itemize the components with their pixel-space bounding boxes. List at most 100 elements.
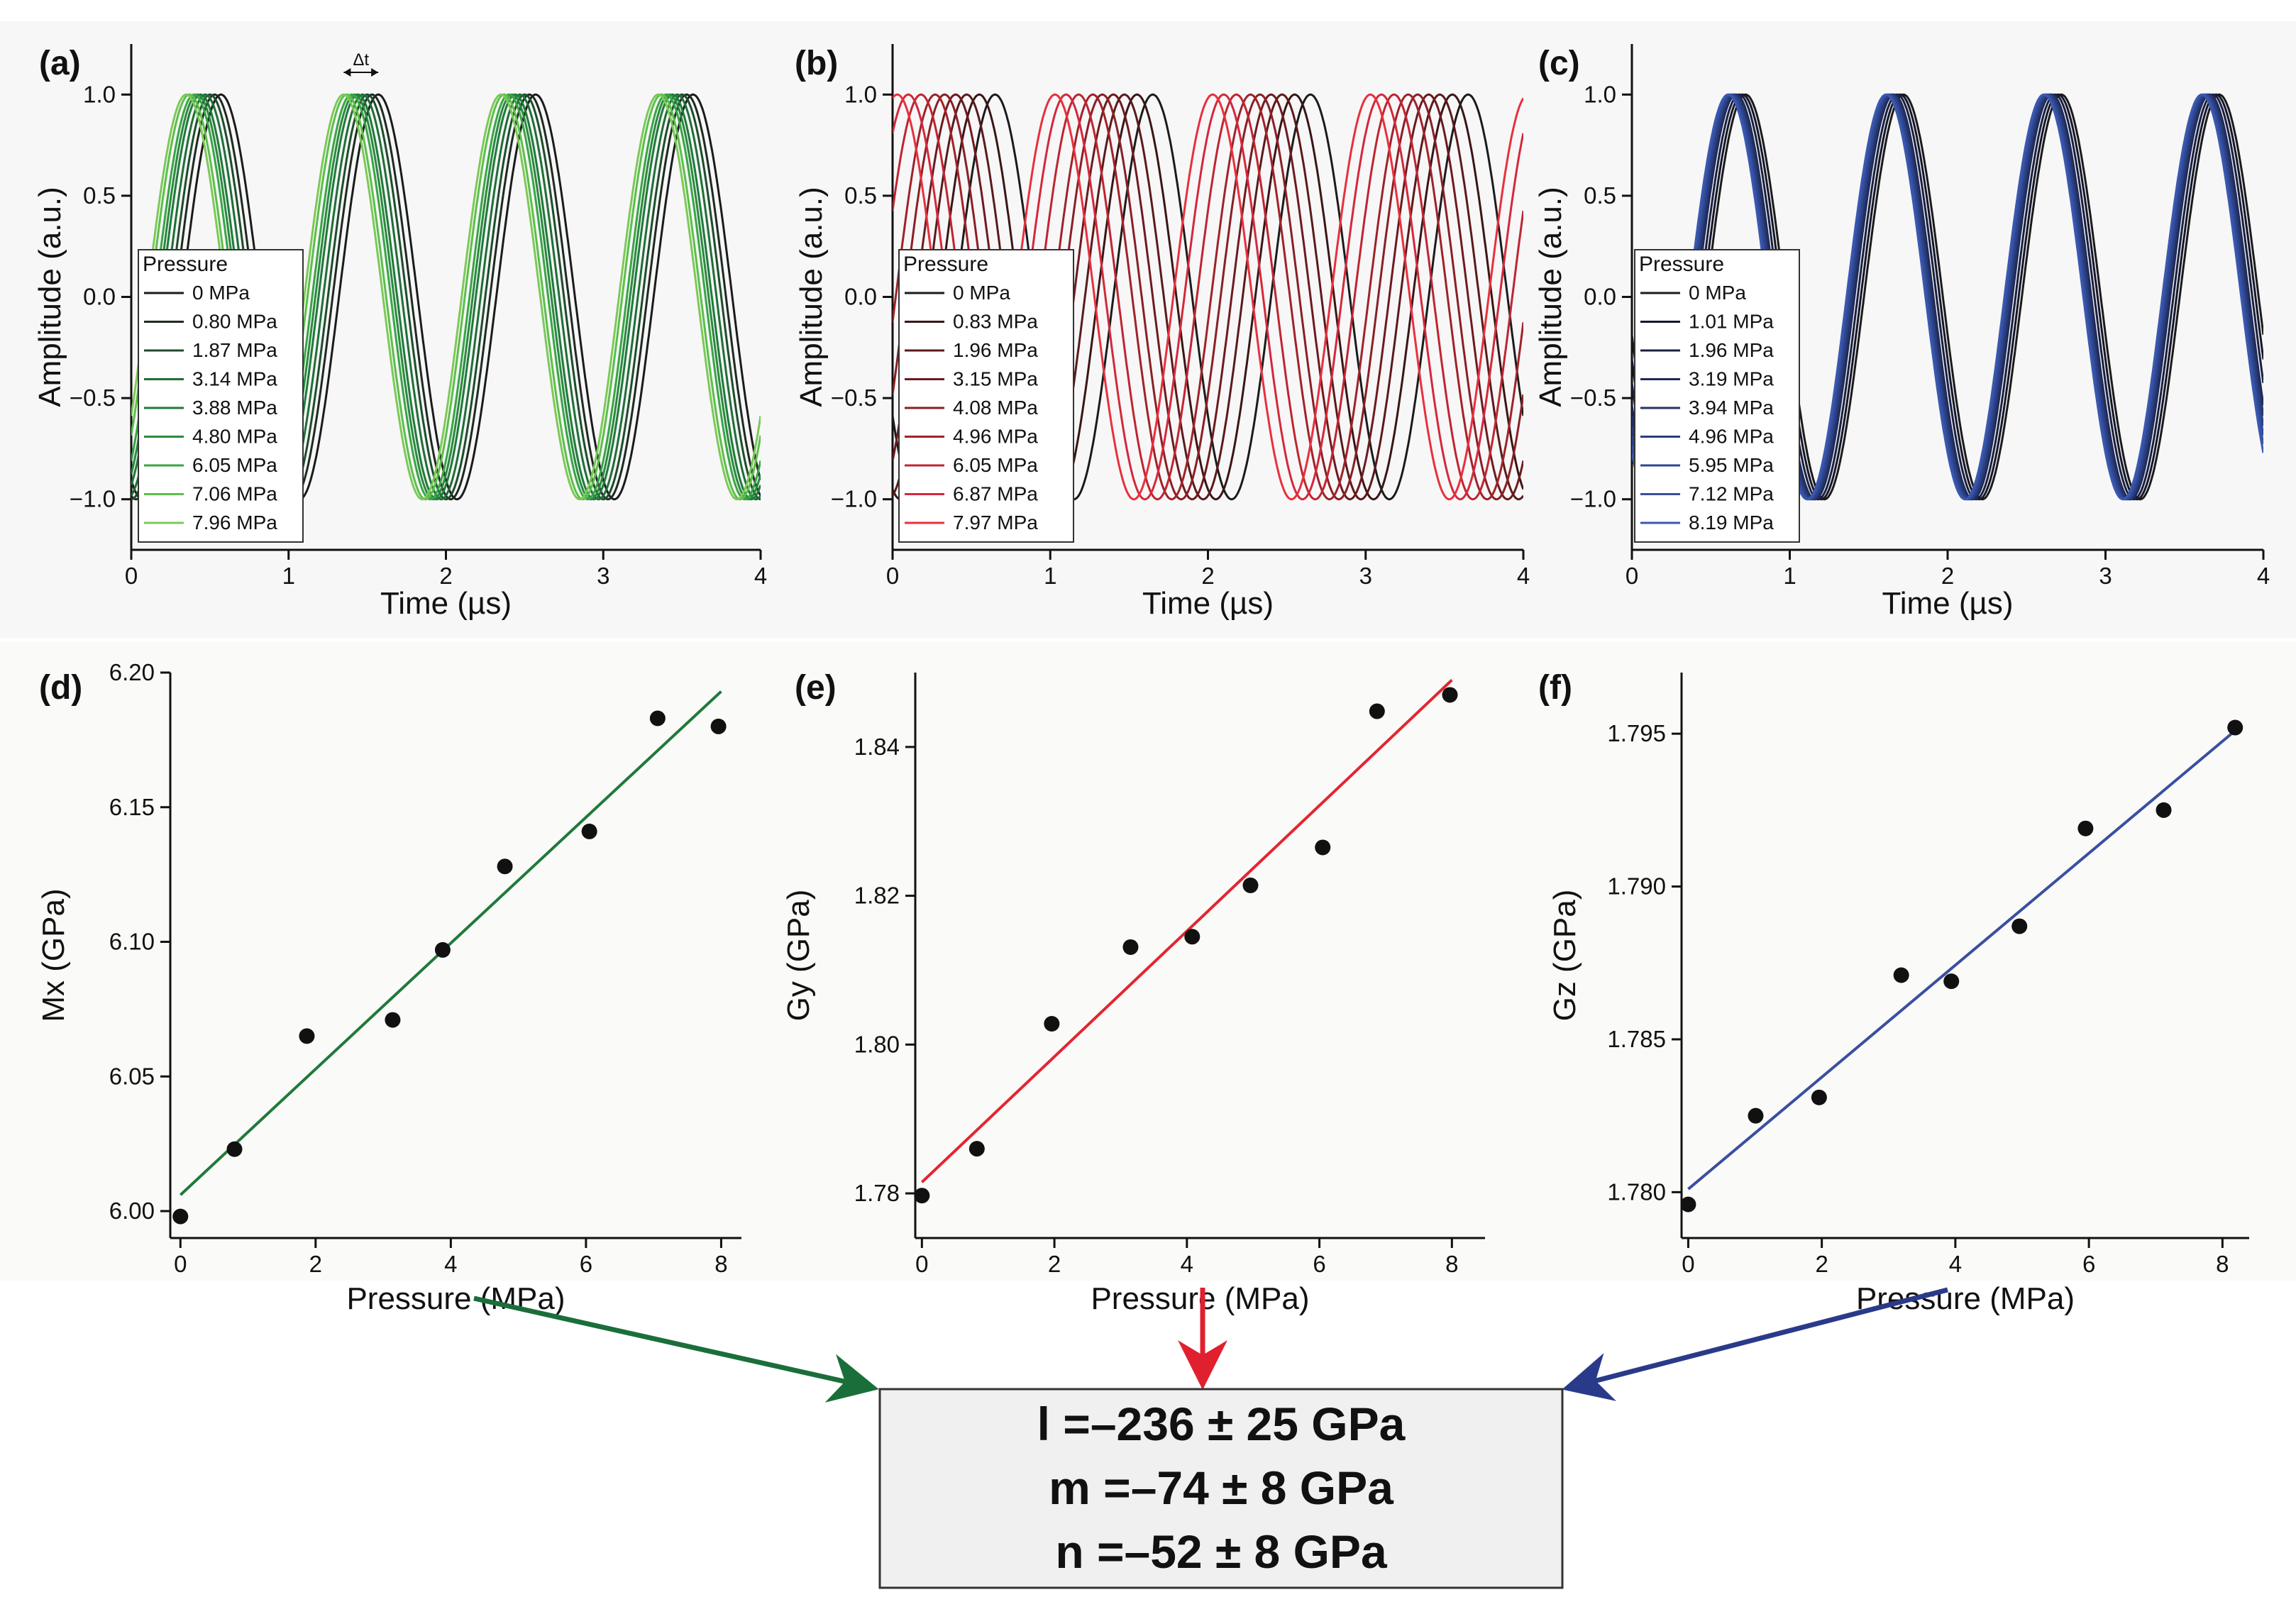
x-tick-label: 2 [1048,1251,1061,1277]
delta-t-label: Δt [353,50,369,70]
y-tick-label: 1.790 [1607,873,1666,900]
data-point [649,710,666,726]
legend-entry: 3.88 MPa [192,397,277,419]
y-tick-label: 1.0 [844,81,877,107]
y-tick-label: 1.785 [1607,1026,1666,1052]
y-axis-title: Amplitude (a.u.) [794,187,829,407]
data-point [1811,1089,1827,1105]
result-m: m =–74 ± 8 GPa [1049,1461,1394,1514]
x-tick-label: 4 [1949,1251,1962,1277]
delta-t-arrowhead-right [371,68,379,77]
series-line-3 [893,93,1523,501]
data-point [1748,1107,1764,1124]
x-tick-label: 6 [2082,1251,2095,1277]
series-line-6 [1632,93,2263,501]
data-point [299,1028,315,1044]
legend-entry: 4.96 MPa [1689,426,1774,448]
y-tick-label: 6.05 [109,1063,155,1089]
data-point [1442,687,1458,703]
panel-label: (b) [795,45,838,82]
y-tick-label: 1.84 [854,734,900,760]
series-group [1632,93,2263,501]
y-axis-title: Gz (GPa) [1547,890,1582,1022]
series-line-2 [893,93,1523,501]
panel-label: (a) [39,45,81,82]
fit-line [1687,729,2236,1190]
legend-entry: 3.19 MPa [1689,368,1774,390]
panel-b: 0 1 2 3 4 −1.0 −0.5 0.0 0.5 1.0 Time (µs) Amplitude… [794,44,1530,621]
x-axis-title: Time (µs) [1882,586,2013,621]
y-tick-label: 6.00 [109,1198,155,1224]
data-point [1893,967,1909,983]
data-point [385,1012,401,1028]
x-tick-label: 0 [1626,563,1638,589]
series-line-4 [131,93,761,501]
panel-label: (d) [39,669,82,707]
y-tick-label: 0.0 [1584,284,1616,310]
legend-entry: 0 MPa [953,282,1010,304]
series-line-9 [1632,93,2263,501]
legend-entry: 7.06 MPa [192,483,277,505]
x-tick-label: 8 [1445,1251,1458,1277]
data-point [2077,820,2094,836]
y-tick-label: 6.15 [109,794,155,820]
legend-entry: 3.15 MPa [953,368,1038,390]
data-point [968,1141,985,1157]
x-tick-label: 6 [580,1251,592,1277]
x-tick-label: 4 [444,1251,457,1277]
x-tick-label: 4 [1181,1251,1193,1277]
y-axis-title: Amplitude (a.u.) [33,187,67,407]
x-tick-label: 2 [1941,563,1954,589]
y-axis-title: Gy (GPa) [781,890,816,1022]
y-tick-label: 1.795 [1607,720,1666,746]
data-point [1044,1015,1060,1032]
legend-entry: 4.80 MPa [192,426,277,448]
data-point [1242,877,1259,893]
panel-f: 0 2 4 6 8 1.780 1.785 1.790 1.795 Pressure (MPa) G… [1538,669,2249,1316]
data-point [172,1208,189,1225]
legend-entry: 0 MPa [192,282,250,304]
x-axis-title: Pressure (MPa) [1856,1281,2075,1316]
legend-entry: 1.96 MPa [953,339,1038,361]
x-tick-label: 3 [597,563,609,589]
legend-entry: 6.87 MPa [953,483,1038,505]
series-line-7 [1632,93,2263,501]
y-tick-label: 0.5 [1584,182,1616,209]
y-tick-label: 0.0 [844,284,877,310]
y-tick-label: 0.5 [844,182,877,209]
y-axis-title: Amplitude (a.u.) [1533,187,1568,407]
x-tick-label: 8 [2216,1251,2229,1277]
y-tick-label: 1.0 [1584,81,1616,107]
x-tick-label: 6 [1313,1251,1325,1277]
legend-title: Pressure [143,253,228,276]
series-line-3 [131,93,761,501]
x-tick-label: 0 [915,1251,928,1277]
y-tick-label: −0.5 [1570,385,1616,411]
bottom-row-background [0,642,2296,1281]
y-tick-label: 0.5 [83,182,116,209]
x-tick-label: 2 [439,563,452,589]
x-tick-label: 4 [1517,563,1530,589]
legend-entry: 7.96 MPa [192,512,277,534]
panel-label: (f) [1538,669,1572,707]
legend-entry: 0 MPa [1689,282,1746,304]
data-point [226,1141,243,1157]
result-l: l =–236 ± 25 GPa [1037,1398,1406,1450]
x-tick-label: 0 [125,563,138,589]
x-tick-label: 1 [1783,563,1796,589]
data-point [1943,973,1960,990]
y-tick-label: 1.82 [854,883,900,909]
series-line-1 [893,93,1523,501]
x-tick-label: 1 [1044,563,1056,589]
y-tick-label: 0.0 [83,284,116,310]
fit-line [179,690,722,1196]
green-arrow [473,1295,879,1403]
data-point [2011,918,2028,934]
y-tick-label: 6.20 [109,659,155,685]
legend-entry: 0.80 MPa [192,311,277,333]
legend-title: Pressure [1639,253,1724,276]
data-point [434,941,451,958]
legend-entry: 3.94 MPa [1689,397,1774,419]
legend-entry: 1.96 MPa [1689,339,1774,361]
legend-entry: 7.12 MPa [1689,483,1774,505]
